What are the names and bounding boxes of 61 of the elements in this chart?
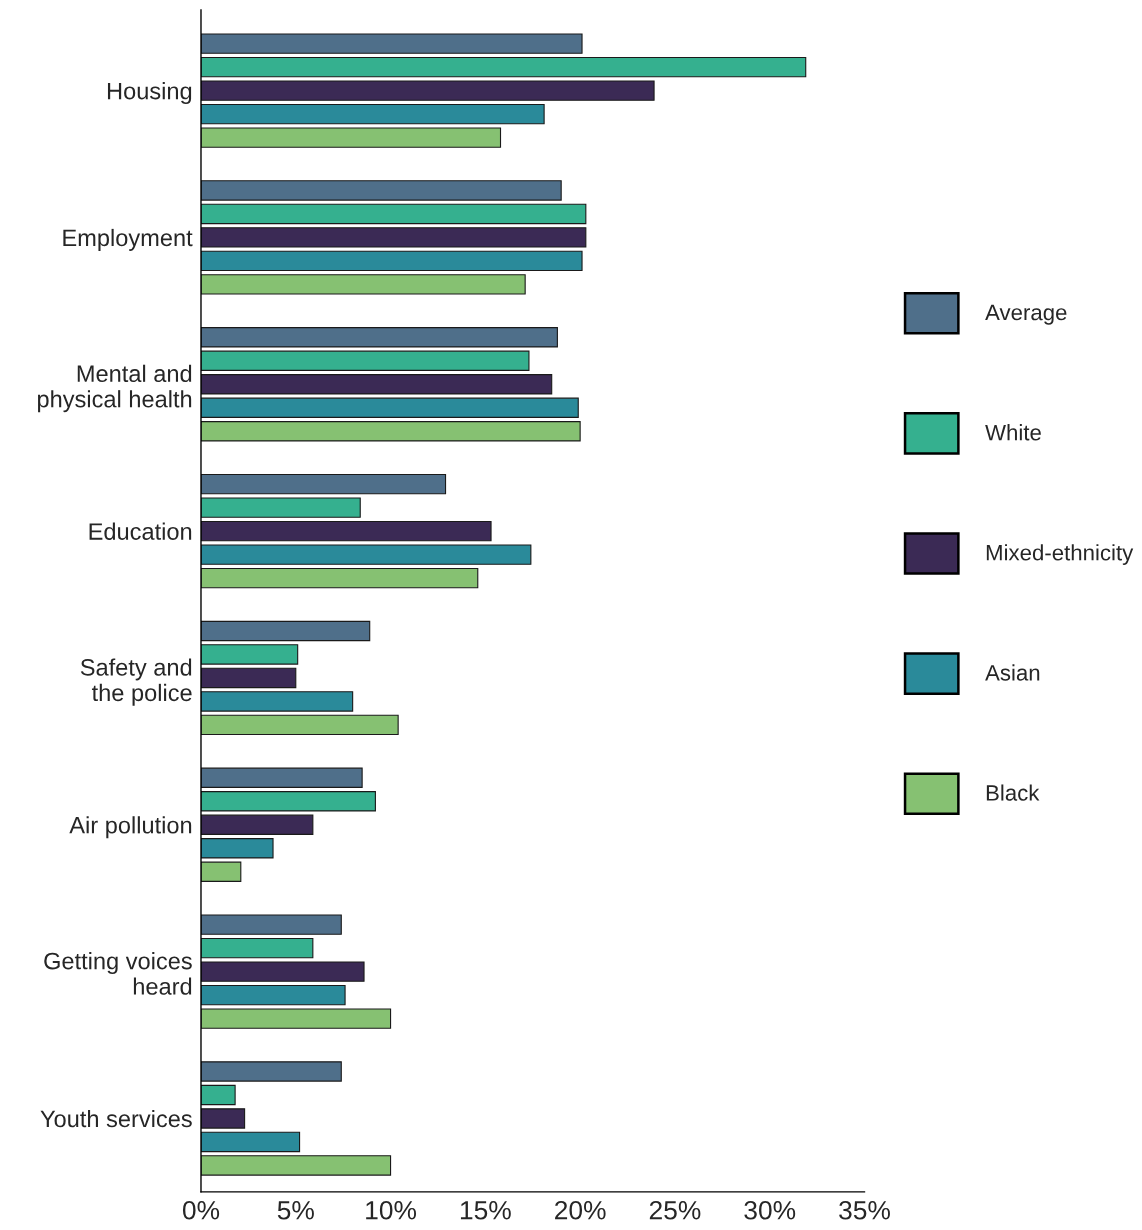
bar — [200, 961, 365, 982]
x-tick-label: 0% — [182, 1200, 220, 1220]
bar — [200, 1155, 392, 1176]
bar — [200, 1061, 342, 1082]
bar — [200, 56, 807, 78]
bar — [200, 327, 558, 348]
bar — [200, 397, 579, 418]
bar — [200, 544, 532, 565]
bar — [200, 103, 545, 125]
x-tick-label: 15% — [460, 1201, 511, 1220]
legend-label: White — [985, 424, 1041, 441]
bar — [200, 914, 342, 935]
bar — [200, 180, 562, 201]
bar — [200, 1084, 236, 1106]
bar — [200, 838, 274, 859]
bar — [200, 203, 587, 225]
bar — [200, 33, 583, 54]
bar — [200, 127, 502, 148]
bar — [200, 667, 297, 689]
y-tick-label: Getting voices heard — [44, 952, 192, 995]
bar — [200, 250, 583, 272]
bar — [200, 861, 242, 882]
y-tick-label: Housing — [107, 82, 192, 105]
bar — [200, 644, 299, 665]
y-tick-label: Education — [89, 522, 192, 540]
y-tick-label: Employment — [63, 228, 193, 251]
bar — [200, 80, 655, 101]
bar — [200, 520, 492, 542]
bar — [200, 374, 553, 395]
bar — [200, 937, 314, 959]
x-tick-label: 5% — [277, 1201, 314, 1220]
bar — [200, 691, 354, 712]
legend-label: Mixed-ethnicity — [986, 544, 1134, 565]
legend-label: Average — [985, 304, 1067, 325]
bar — [200, 767, 363, 788]
bar — [200, 350, 530, 371]
bar — [200, 791, 376, 812]
bar — [200, 497, 361, 518]
x-tick-label: 30% — [744, 1200, 796, 1220]
bar — [200, 1108, 246, 1129]
x-tick-label: 20% — [555, 1200, 606, 1220]
bar — [200, 984, 346, 1006]
x-tick-label: 35% — [839, 1200, 890, 1220]
legend-label: Asian — [985, 664, 1040, 681]
bar — [200, 814, 314, 835]
bar — [200, 227, 587, 248]
y-tick-label: Youth services — [40, 1109, 192, 1128]
y-tick-label: Mental and physical health — [38, 364, 192, 413]
x-tick-label: 25% — [649, 1200, 701, 1220]
bar — [200, 473, 447, 495]
bar — [200, 1131, 301, 1153]
bar — [200, 421, 581, 442]
bar — [200, 620, 371, 642]
bar — [200, 274, 526, 295]
bar — [200, 714, 399, 736]
legend-label: Black — [986, 784, 1040, 801]
y-tick-label: Air pollution — [69, 816, 192, 839]
y-tick-label: Safety and the police — [80, 658, 192, 706]
bar — [200, 567, 479, 589]
bar — [200, 1008, 392, 1029]
x-tick-label: 10% — [366, 1200, 417, 1220]
